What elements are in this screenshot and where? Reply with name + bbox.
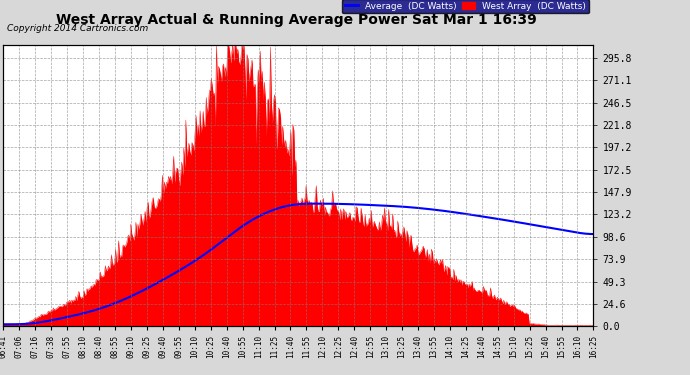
Text: Copyright 2014 Cartronics.com: Copyright 2014 Cartronics.com [7,24,148,33]
Legend: Average  (DC Watts), West Array  (DC Watts): Average (DC Watts), West Array (DC Watts… [342,0,589,13]
Text: West Array Actual & Running Average Power Sat Mar 1 16:39: West Array Actual & Running Average Powe… [57,13,537,27]
